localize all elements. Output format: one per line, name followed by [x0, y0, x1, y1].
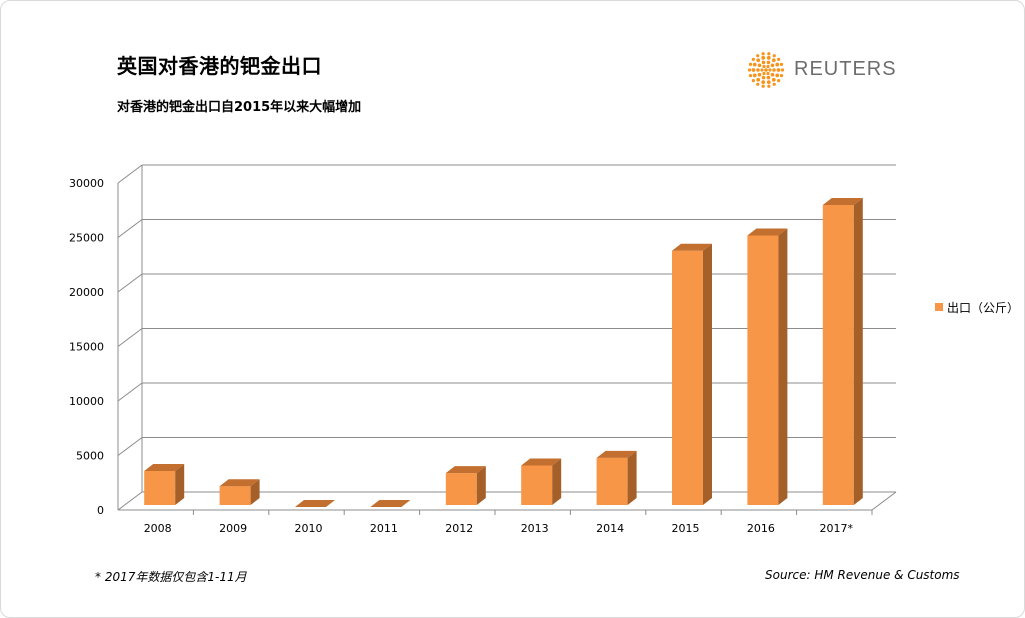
bar-side-2014	[627, 450, 637, 505]
bar-side-2009	[250, 479, 260, 505]
bar-2012	[445, 473, 477, 505]
bar-top-2015	[672, 243, 712, 251]
x-tick-label: 2009	[219, 522, 247, 535]
gridline-side	[117, 382, 143, 402]
x-tick-label: 2010	[295, 522, 323, 535]
x-tick-label: 2016	[747, 522, 775, 535]
bar-top-2016	[747, 228, 788, 236]
bar-top-2008	[144, 463, 185, 471]
gridline-side	[117, 219, 143, 238]
bar-side-2008	[175, 463, 185, 505]
y-tick-label: 20000	[69, 286, 104, 299]
bar-side-2012	[476, 466, 486, 505]
legend-label: 出口（公斤）	[947, 301, 1019, 315]
y-tick-label: 30000	[69, 177, 104, 190]
x-tick-label: 2013	[521, 522, 549, 535]
y-tick-label: 0	[97, 504, 104, 517]
bar-side-2015	[703, 243, 712, 505]
bar-top-2014	[596, 450, 637, 458]
chart-subtitle: 对香港的钯金出口自2015年以来大幅增加	[117, 100, 362, 115]
bar-side-2016	[778, 228, 788, 505]
gridline-side	[117, 273, 143, 293]
floor-edge	[871, 491, 897, 511]
y-tick-label: 10000	[69, 395, 104, 408]
gridline-side	[117, 437, 143, 456]
gridline-side	[117, 491, 143, 511]
x-tick-label: 2012	[445, 522, 473, 535]
bar-top-2017*	[822, 197, 863, 205]
gridline-side	[117, 328, 143, 347]
bar-2011	[370, 500, 411, 507]
reuters-logo-icon	[747, 52, 785, 88]
bar-side-2017*	[853, 197, 863, 506]
x-tick-label: 2011	[370, 522, 398, 535]
bar-2017*	[822, 204, 854, 506]
source-note: Source: HM Revenue & Customs	[765, 568, 960, 582]
y-tick-label: 5000	[76, 450, 104, 463]
x-tick-label: 2008	[144, 522, 172, 535]
y-tick-label: 25000	[69, 232, 104, 245]
bar-2008	[144, 470, 176, 505]
footnote: * 2017年数据仅包含1-11月	[95, 570, 247, 584]
reuters-logo: REUTERS	[747, 52, 908, 88]
bar-2014	[596, 457, 628, 505]
legend-swatch	[935, 303, 943, 311]
bar-2013	[521, 465, 553, 505]
x-tick-label: 2015	[672, 522, 700, 535]
chart-title: 英国对香港的钯金出口	[117, 54, 322, 78]
bar-side-2013	[552, 458, 562, 505]
bar-2016	[747, 235, 779, 505]
x-tick-label: 2014	[596, 522, 624, 535]
bar-2015	[672, 250, 703, 505]
reuters-logo-text: REUTERS	[794, 58, 897, 80]
bar-top-2013	[521, 458, 562, 466]
bar-2010	[295, 500, 335, 507]
gridline-side	[117, 164, 143, 184]
bar-2009	[219, 486, 251, 505]
bar-top-2009	[219, 479, 260, 487]
y-tick-label: 15000	[69, 341, 104, 354]
bar-top-2012	[445, 466, 486, 474]
x-tick-label: 2017*	[820, 522, 854, 535]
bar-chart: 0 5000 10000 15000 20000 25000 30000 2008 2009 20…	[69, 164, 1019, 535]
